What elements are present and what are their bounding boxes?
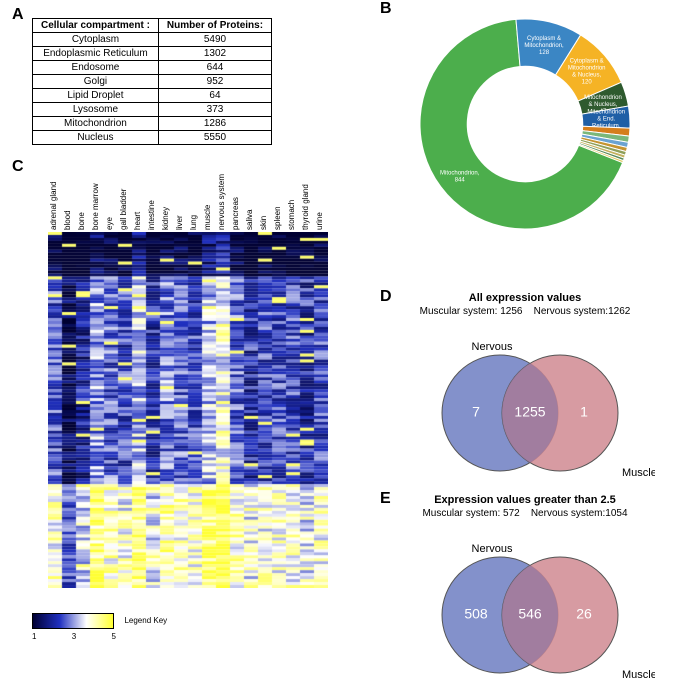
venn-text: 546 [518,606,542,622]
heatmap-col-label: lung [189,215,198,230]
heatmap-col-label: heart [133,212,142,230]
venn-text: 508 [464,606,488,622]
venn-text: Muscle [622,669,655,680]
table-header-count: Number of Proteins: [158,19,271,33]
heatmap-col-label: blood [63,210,72,230]
venn-d-sub: Muscular system: 1256 Nervous system:126… [380,306,670,317]
heatmap-col-label: bone marrow [91,183,100,230]
heatmap-col-label: liver [175,215,184,230]
heatmap-col-label: gall bladder [119,189,128,230]
table-cell: Nucleus [33,131,159,145]
legend-tick: 1 [32,632,36,641]
heatmap-col-label: intestine [147,200,156,230]
table-row: Mitochondrion1286 [33,117,272,131]
table-cell: 5550 [158,131,271,145]
legend-gradient [32,613,114,629]
table-row: Endoplasmic Reticulum1302 [33,47,272,61]
table-cell: Golgi [33,75,159,89]
compartment-table: Cellular compartment : Number of Protein… [32,18,272,145]
table-cell: Endosome [33,61,159,75]
heatmap-col-label: pancreas [231,197,240,230]
heatmap-col-label: muscle [203,205,212,230]
table-cell: 1286 [158,117,271,131]
venn-e-sub: Muscular system: 572 Nervous system:1054 [380,508,670,519]
heatmap-col-label: thyroid gland [301,184,310,230]
venn-text: 1 [580,404,588,420]
table-row: Lysosome373 [33,103,272,117]
venn-text: 7 [472,404,480,420]
table-cell: 952 [158,75,271,89]
venn-text: Muscle [622,467,655,478]
venn-d-sub-right: Nervous system:1262 [534,306,631,317]
venn-d: All expression values Muscular system: 1… [380,292,670,478]
venn-text: Nervous [472,341,513,353]
heatmap-col-label: urine [315,212,324,230]
venn-text: Nervous [472,543,513,555]
heatmap-col-label: skin [259,216,268,230]
legend-title: Legend Key [124,616,167,625]
table-cell: 64 [158,89,271,103]
venn-e-title: Expression values greater than 2.5 [380,494,670,506]
table-cell: 373 [158,103,271,117]
heatmap-col-label: eye [105,217,114,230]
legend-tick: 5 [112,632,116,641]
table-cell: 5490 [158,33,271,47]
table-row: Endosome644 [33,61,272,75]
venn-e-sub-left: Muscular system: 572 [422,508,519,519]
heatmap-col-label: kidney [161,207,170,230]
donut-chart: Mitochondrion,844Cytoplasm &Mitochondrio… [370,4,650,234]
table-cell: 644 [158,61,271,75]
heatmap-col-label: adrenal gland [49,182,58,230]
table-cell: Lipid Droplet [33,89,159,103]
venn-e: Expression values greater than 2.5 Muscu… [380,494,670,680]
heatmap-col-label: nervous system [217,174,226,230]
table-row: Golgi952 [33,75,272,89]
panel-label-a: A [12,6,24,24]
table-row: Lipid Droplet64 [33,89,272,103]
table-cell: 1302 [158,47,271,61]
table-row: Nucleus5550 [33,131,272,145]
legend-tick: 3 [72,632,76,641]
heatmap: adrenal gland blood bone bone marrow eyegall… [18,168,338,598]
venn-text: 26 [576,606,592,622]
venn-text: 1255 [514,404,545,420]
table-row: Cytoplasm5490 [33,33,272,47]
heatmap-col-label: bone [77,212,86,230]
table-cell: Mitochondrion [33,117,159,131]
venn-d-sub-left: Muscular system: 1256 [420,306,523,317]
heatmap-col-label: saliva [245,210,254,230]
table-header-compartment: Cellular compartment : [33,19,159,33]
venn-d-title: All expression values [380,292,670,304]
venn-e-sub-right: Nervous system:1054 [531,508,628,519]
table-cell: Endoplasmic Reticulum [33,47,159,61]
heatmap-legend: Legend Key 1 3 5 [32,612,182,641]
heatmap-col-label: spleen [273,206,282,230]
table-cell: Lysosome [33,103,159,117]
table-cell: Cytoplasm [33,33,159,47]
heatmap-col-label: stomach [287,200,296,230]
